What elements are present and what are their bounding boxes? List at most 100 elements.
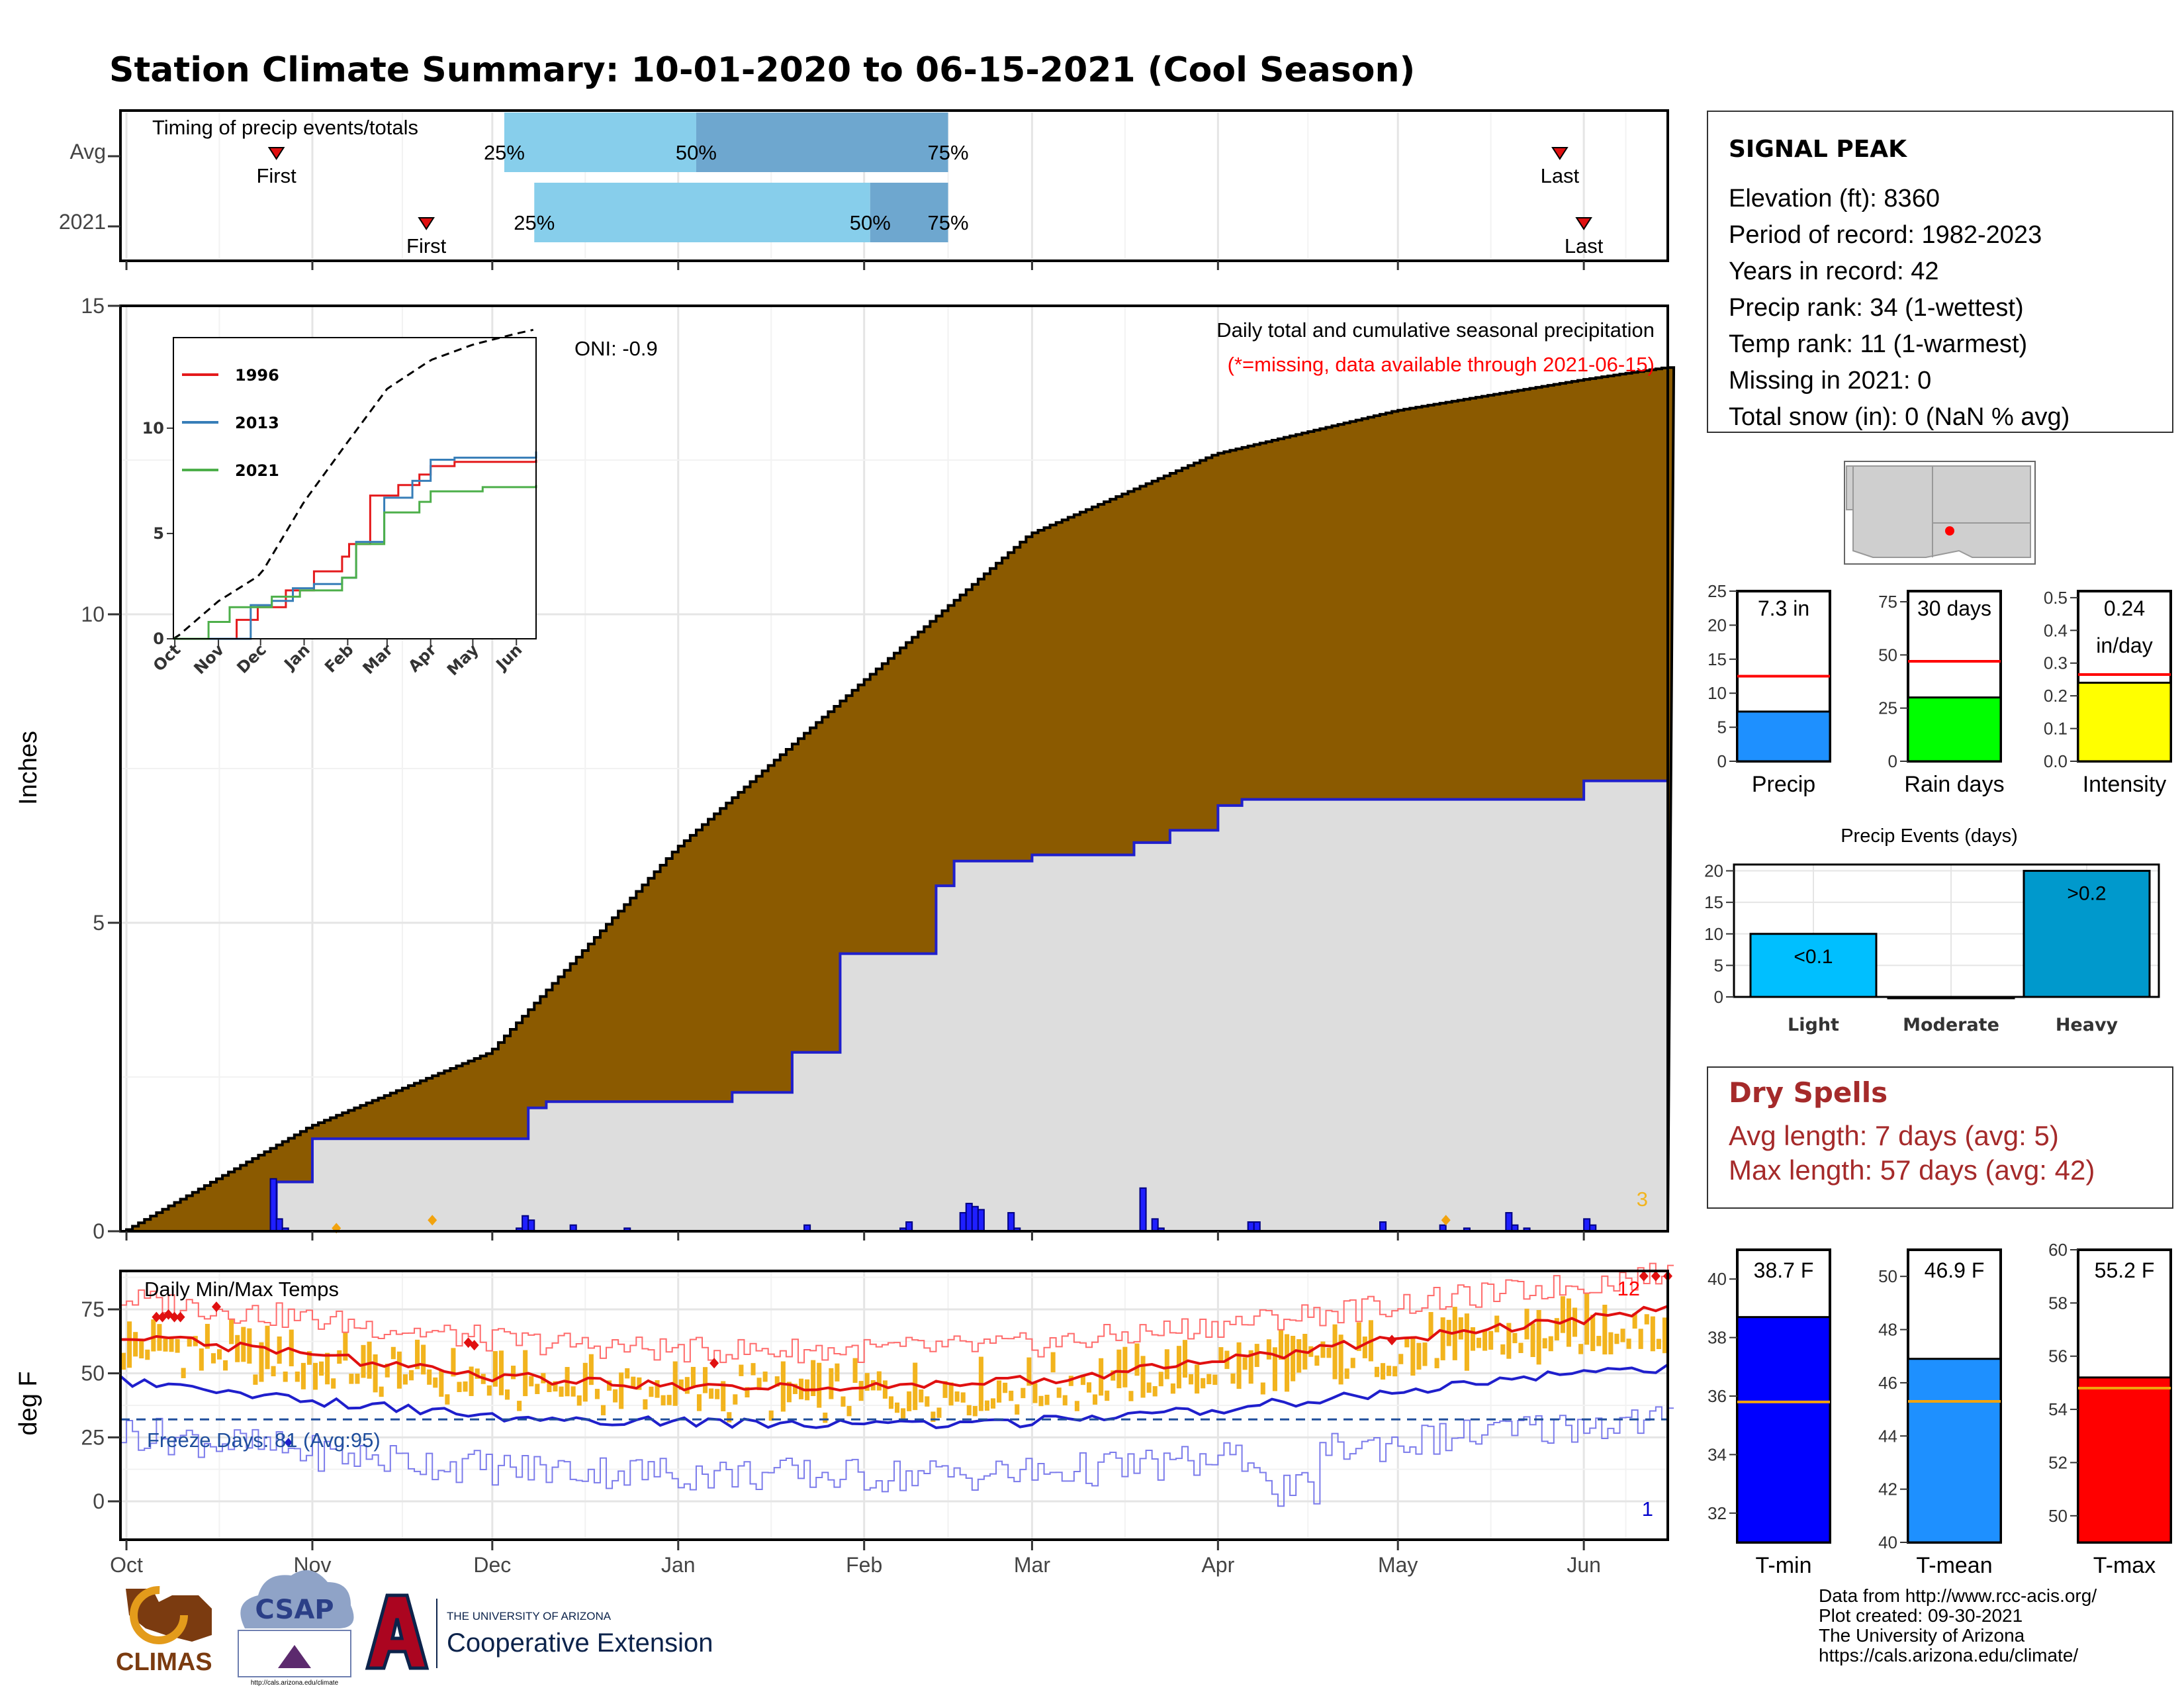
- daily-temp-bar: [1560, 1296, 1565, 1333]
- climas-logo: CLIMAS: [116, 1586, 212, 1676]
- daily-temp-bar: [175, 1338, 180, 1353]
- small-bar-tick-label: 0.0: [2044, 751, 2068, 771]
- freeze-days-label: Freeze Days: 81 (Avg:95): [147, 1429, 381, 1452]
- timing-first-label: First: [406, 234, 447, 258]
- daily-temp-bar: [1230, 1373, 1236, 1384]
- daily-temp-bar: [774, 1376, 780, 1387]
- daily-temp-bar: [1021, 1387, 1026, 1399]
- daily-temp-bar: [907, 1391, 912, 1411]
- daily-temp-bar: [762, 1371, 768, 1382]
- timing-pct-label: 75%: [928, 141, 969, 164]
- daily-temp-bar: [1128, 1391, 1134, 1401]
- daily-temp-bar: [379, 1386, 384, 1397]
- page-title: Station Climate Summary: 10-01-2020 to 0…: [109, 50, 1415, 90]
- small-bar-tick-label: 10: [1707, 683, 1727, 703]
- small-bar-value-label: 30 days: [1917, 596, 1991, 620]
- csap-mountain: [278, 1645, 311, 1668]
- daily-temp-bar: [1164, 1349, 1169, 1380]
- daily-temp-bar: [1584, 1292, 1590, 1345]
- record-high-marker: [1651, 1270, 1661, 1282]
- small-bar-Intensity: [2077, 681, 2172, 763]
- temp-bar-tick-label: 42: [1878, 1479, 1897, 1499]
- daily-temp-bar: [1422, 1342, 1428, 1366]
- daily-temp-bar: [445, 1394, 450, 1405]
- daily-temp-bar: [1464, 1313, 1469, 1371]
- daily-precip-bar: [965, 1203, 973, 1233]
- daily-temp-bar: [1212, 1374, 1218, 1385]
- record-high-marker: [211, 1301, 221, 1313]
- daily-temp-bar: [733, 1394, 738, 1405]
- daily-temp-bar: [876, 1371, 882, 1391]
- daily-temp-bar: [588, 1354, 594, 1385]
- oni-label: ONI: -0.9: [574, 337, 658, 360]
- temp-bar-charts: 38.7 F 32 34 36 38 40 T-min 46.9 F 40 42 44 46 48 50 T…: [1707, 1240, 2172, 1578]
- daily-temp-bar: [660, 1395, 666, 1406]
- daily-temp-bar: [960, 1392, 966, 1403]
- daily-temp-bar: [463, 1381, 468, 1392]
- daily-precip-bar: [1247, 1221, 1255, 1233]
- timing-q50-q75-bar: [870, 183, 948, 242]
- timing-row-avg-label: Avg: [69, 140, 106, 164]
- daily-temp-bar: [1050, 1352, 1056, 1373]
- daily-temp-bar: [1548, 1336, 1553, 1352]
- daily-temp-bar: [570, 1386, 576, 1397]
- daily-temp-bar: [709, 1388, 714, 1399]
- station-name: SIGNAL PEAK: [1729, 136, 1907, 163]
- daily-temp-bar: [703, 1367, 708, 1393]
- daily-temp-bar: [337, 1350, 342, 1364]
- daily-temp-bar: [931, 1411, 936, 1422]
- inset-y-tick-label: 10: [142, 419, 164, 438]
- daily-temp-bar: [402, 1374, 408, 1385]
- daily-precip-bar: [269, 1178, 277, 1233]
- daily-temp-bar: [948, 1382, 954, 1406]
- small-bar-tick-label: 50: [1878, 645, 1897, 665]
- daily-temp-bar: [1176, 1346, 1181, 1389]
- temp-bar-value-label: 46.9 F: [1925, 1258, 1985, 1282]
- record-high-marker: [1387, 1335, 1397, 1346]
- daily-precip-bar: [1583, 1218, 1591, 1232]
- daily-temp-bar: [792, 1383, 798, 1394]
- record-high-count: 12: [1617, 1277, 1640, 1300]
- daily-temp-bar: [139, 1338, 144, 1359]
- x-tick-label: Jan: [661, 1553, 696, 1577]
- daily-temp-bar: [643, 1399, 648, 1410]
- small-bar-tick-label: 0.1: [2044, 719, 2068, 739]
- ua-big-text: Cooperative Extension: [447, 1628, 713, 1658]
- small-bar-tick-label: 5: [1717, 718, 1727, 737]
- daily-temp-bar: [1458, 1317, 1463, 1340]
- daily-temp-bar: [355, 1374, 360, 1384]
- daily-temp-bar: [841, 1396, 846, 1407]
- record-low-count: 1: [1642, 1497, 1653, 1521]
- daily-temp-bar: [1416, 1342, 1422, 1370]
- events-y-tick-label: 10: [1704, 924, 1723, 944]
- daily-temp-bar: [535, 1383, 540, 1395]
- events-category-label: Light: [1788, 1015, 1839, 1035]
- station-info-line: Period of record: 1982-2023: [1729, 221, 2042, 249]
- small-bar-value-label: 0.24: [2104, 596, 2145, 620]
- record-low-marker: [284, 1438, 293, 1448]
- daily-temp-bar: [631, 1376, 636, 1387]
- temp-y-tick-label: 50: [81, 1362, 105, 1385]
- logos: CLIMAS CSAP http://cals.arizona.edu/clim…: [116, 1570, 713, 1687]
- timing-label: Timing of precip events/totals: [152, 116, 418, 139]
- daily-temp-bar: [888, 1396, 893, 1409]
- daily-temp-bar: [1387, 1366, 1392, 1376]
- x-tick-label: Jun: [1567, 1553, 1601, 1577]
- daily-temp-bar: [1297, 1339, 1302, 1373]
- station-info-line: Total snow (in): 0 (NaN % avg): [1729, 403, 2070, 431]
- daily-temp-bar: [997, 1380, 1002, 1403]
- daily-temp-bar: [1015, 1404, 1020, 1415]
- timing-first-label: First: [256, 164, 296, 187]
- daily-temp-bar: [408, 1370, 414, 1381]
- temp-bar-value-label: 55.2 F: [2095, 1258, 2155, 1282]
- daily-temp-bar: [1146, 1382, 1152, 1393]
- inset-legend-label: 2013: [235, 414, 279, 432]
- daily-temp-bar: [1332, 1324, 1338, 1380]
- avg-min-line: [119, 1363, 1669, 1429]
- daily-temp-bar: [1218, 1347, 1224, 1362]
- credit-line: Data from http://www.rcc-acis.org/: [1819, 1585, 2097, 1606]
- daily-temp-bar: [1614, 1333, 1619, 1344]
- record-high-marker: [169, 1311, 179, 1323]
- csap-logo: CSAP http://cals.arizona.edu/climate: [238, 1570, 354, 1687]
- x-tick-label: Apr: [1201, 1553, 1234, 1577]
